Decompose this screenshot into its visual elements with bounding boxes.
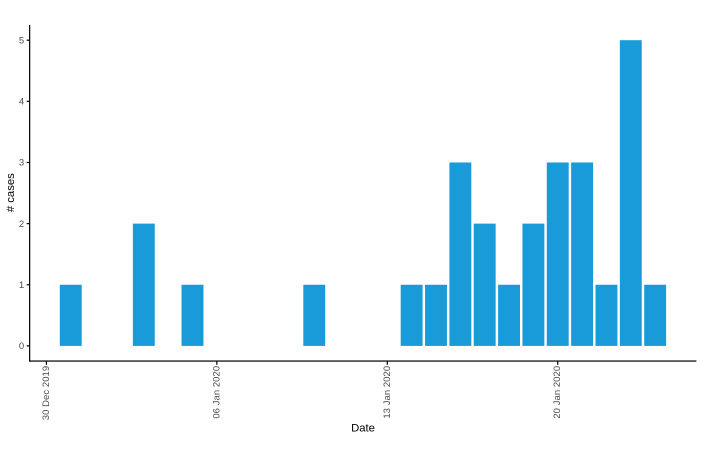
svg-text:1: 1 — [19, 280, 24, 291]
svg-text:# cases: # cases — [5, 173, 17, 212]
svg-text:4: 4 — [19, 97, 24, 108]
svg-text:5: 5 — [19, 35, 24, 46]
svg-text:13 Jan 2020: 13 Jan 2020 — [382, 366, 393, 419]
svg-text:20 Jan 2020: 20 Jan 2020 — [552, 366, 563, 419]
svg-text:3: 3 — [19, 158, 24, 169]
svg-text:2: 2 — [19, 219, 24, 230]
svg-text:0: 0 — [19, 341, 24, 352]
svg-text:30 Dec 2019: 30 Dec 2019 — [41, 366, 52, 420]
svg-text:Date: Date — [351, 422, 375, 434]
svg-text:06 Jan 2020: 06 Jan 2020 — [211, 366, 222, 419]
